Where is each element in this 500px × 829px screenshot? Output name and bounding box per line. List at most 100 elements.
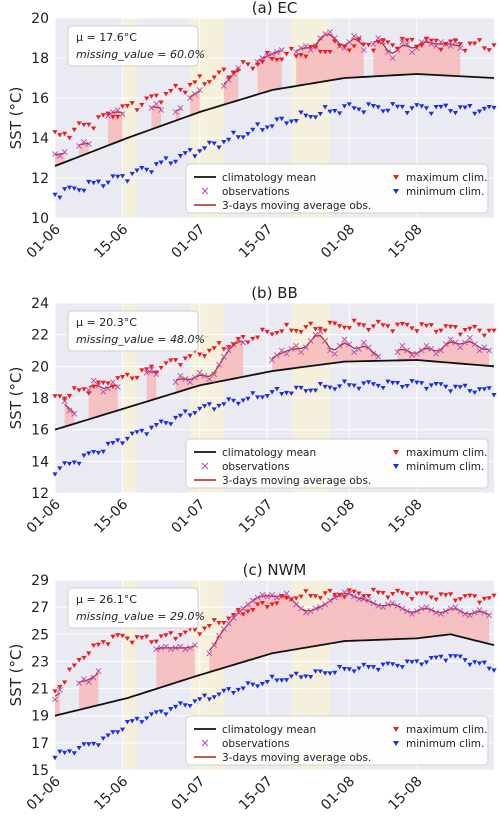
min-clim-marker <box>105 733 111 738</box>
max-clim-marker <box>423 591 430 596</box>
max-clim-marker <box>298 594 304 600</box>
panel-title: (a) EC <box>252 0 298 17</box>
observation-marker <box>283 590 290 597</box>
max-clim-marker <box>361 594 367 599</box>
min-clim-marker <box>399 665 405 670</box>
observation-marker <box>322 31 329 37</box>
legend-obs-label: observations <box>222 186 290 198</box>
min-clim-marker <box>288 391 294 396</box>
observation-marker <box>76 680 83 687</box>
observation-marker <box>404 608 411 615</box>
observation-marker <box>317 328 324 335</box>
observation-marker <box>433 350 440 357</box>
legend-min-swatch <box>393 189 399 194</box>
observation-marker <box>312 331 319 338</box>
min-clim-marker <box>197 697 203 702</box>
min-clim-marker <box>279 392 285 397</box>
observation-marker <box>481 344 488 351</box>
observation-marker <box>293 342 300 349</box>
min-clim-marker <box>144 432 150 437</box>
observation-marker <box>418 347 425 354</box>
observation-marker <box>259 592 266 598</box>
min-clim-marker <box>491 668 497 673</box>
max-clim-marker <box>250 66 256 72</box>
max-clim-marker <box>95 115 102 120</box>
min-clim-marker <box>230 690 237 696</box>
observation-marker <box>119 111 126 117</box>
min-clim-marker <box>341 104 348 109</box>
min-clim-marker <box>288 674 294 679</box>
min-clim-marker <box>110 174 116 179</box>
max-clim-marker <box>327 588 333 594</box>
min-clim-marker <box>153 710 159 715</box>
observation-marker <box>317 35 324 41</box>
stat-mean-text: μ = 26.1°C <box>76 593 137 606</box>
max-clim-marker <box>462 594 468 599</box>
min-clim-marker <box>385 108 391 114</box>
max-clim-marker <box>337 593 343 598</box>
observation-marker <box>346 590 353 597</box>
min-clim-marker <box>356 107 362 112</box>
max-clim-marker <box>486 596 492 601</box>
observation-marker <box>433 609 440 616</box>
observation-marker <box>457 608 464 615</box>
max-clim-marker <box>201 626 208 631</box>
x-tick-label: 01-08 <box>318 222 358 262</box>
min-clim-marker <box>380 662 386 668</box>
min-clim-marker <box>100 184 106 189</box>
min-clim-marker <box>385 661 391 667</box>
max-clim-marker <box>308 594 314 599</box>
observation-marker <box>191 374 198 381</box>
max-clim-marker <box>158 634 164 639</box>
min-clim-marker <box>57 749 63 755</box>
observation-marker <box>389 600 396 606</box>
anomaly-fill <box>223 68 239 105</box>
max-clim-marker <box>250 336 256 342</box>
y-tick-label: 29 <box>31 573 49 589</box>
observation-marker <box>177 643 184 650</box>
min-clim-marker <box>447 109 454 114</box>
max-clim-marker <box>414 329 420 334</box>
min-clim-marker <box>177 701 184 706</box>
min-clim-marker <box>404 659 410 664</box>
legend-frame <box>185 438 489 489</box>
max-clim-marker <box>288 328 294 334</box>
max-clim-marker <box>394 588 401 594</box>
observation-marker <box>351 593 358 600</box>
max-clim-marker <box>423 36 430 42</box>
min-clim-marker <box>356 386 362 392</box>
observation-marker <box>302 609 309 616</box>
max-clim-marker <box>255 335 261 340</box>
observation-marker <box>428 345 435 352</box>
min-clim-marker <box>433 105 439 110</box>
y-tick-label: 16 <box>31 91 49 107</box>
observation-marker <box>66 407 73 414</box>
min-clim-marker <box>211 695 217 700</box>
max-clim-marker <box>428 595 434 600</box>
min-clim-marker <box>423 386 430 392</box>
min-clim-marker <box>250 682 256 688</box>
max-clim-marker <box>370 48 376 54</box>
stat-missing-text: missing_value = 48.0% <box>76 333 205 346</box>
observation-marker <box>245 601 251 608</box>
min-clim-marker <box>76 461 82 467</box>
min-clim-marker <box>52 755 58 761</box>
max-clim-marker <box>283 322 290 328</box>
max-clim-marker <box>476 600 483 606</box>
max-clim-marker <box>124 104 130 109</box>
min-clim-marker <box>163 712 169 717</box>
max-clim-marker <box>235 68 241 73</box>
max-clim-marker <box>100 640 106 645</box>
max-clim-marker <box>293 54 299 59</box>
min-clim-marker <box>452 654 459 659</box>
min-clim-marker <box>438 654 444 660</box>
observation-marker <box>331 594 338 601</box>
min-clim-marker <box>129 171 135 177</box>
observation-marker <box>476 347 483 354</box>
legend-obs-swatch <box>201 187 209 195</box>
min-clim-marker <box>66 749 73 754</box>
max-clim-marker <box>327 49 333 55</box>
max-clim-marker <box>317 326 323 332</box>
min-clim-marker <box>327 385 333 391</box>
observation-marker <box>163 643 169 650</box>
